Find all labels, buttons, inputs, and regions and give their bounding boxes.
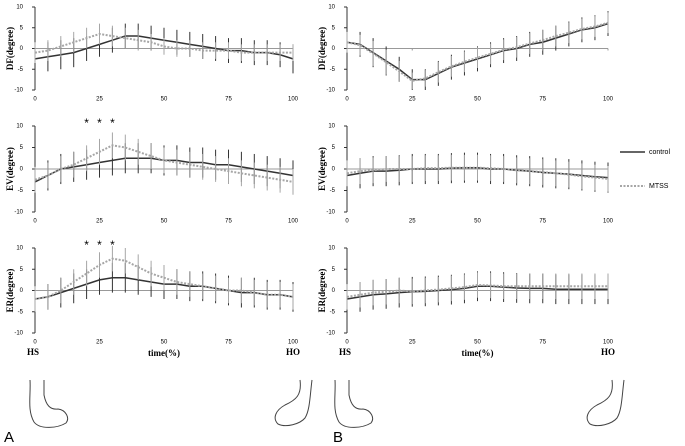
y-tick-label: -10 (326, 331, 335, 337)
x-tick-label: 100 (603, 219, 614, 225)
x-end-label: HO (601, 347, 615, 357)
significance-marker: * (97, 116, 102, 130)
x-tick-label: 100 (288, 340, 299, 346)
x-axis-label: time(%) (148, 348, 180, 358)
x-tick-label: 50 (474, 219, 481, 225)
panel-letter: B (333, 429, 343, 446)
y-tick-label: -5 (330, 67, 336, 73)
x-tick-label: 50 (474, 97, 481, 103)
y-tick-label: 0 (332, 167, 336, 173)
y-axis-label: ER(degree) (5, 269, 15, 313)
x-tick-label: 25 (96, 219, 103, 225)
x-tick-label: 0 (345, 97, 349, 103)
x-tick-label: 0 (33, 340, 37, 346)
legend-label: control (649, 149, 670, 156)
x-tick-label: 0 (345, 340, 349, 346)
y-tick-label: 10 (328, 246, 335, 252)
y-axis-label: DF(degree) (5, 27, 15, 70)
legend-label: MTSS (649, 183, 669, 190)
x-tick-label: 50 (161, 219, 168, 225)
series-line (34, 32, 293, 54)
y-tick-label: 10 (16, 5, 23, 11)
x-tick-label: 75 (225, 97, 232, 103)
x-tick-label: 50 (161, 340, 168, 346)
x-tick-label: 0 (33, 219, 37, 225)
series-line (346, 283, 608, 298)
y-tick-label: 5 (332, 25, 336, 31)
y-tick-label: -5 (330, 188, 336, 194)
x-tick-label: 25 (409, 219, 416, 225)
y-axis-label: EV(degree) (317, 147, 327, 191)
x-tick-label: 50 (161, 97, 168, 103)
y-tick-label: 10 (16, 124, 23, 130)
y-tick-label: -10 (326, 88, 335, 94)
y-tick-label: -10 (14, 331, 23, 337)
y-tick-label: -5 (18, 188, 24, 194)
x-tick-label: 75 (539, 340, 546, 346)
x-tick-label: 75 (225, 219, 232, 225)
x-tick-label: 0 (345, 219, 349, 225)
foot-icon (586, 379, 625, 427)
y-tick-label: 10 (328, 124, 335, 130)
foot-icon (334, 379, 374, 428)
significance-marker: * (110, 238, 115, 252)
y-tick-label: 0 (20, 167, 24, 173)
x-tick-label: 100 (288, 97, 299, 103)
y-tick-label: 10 (16, 246, 23, 252)
x-tick-label: 75 (539, 97, 546, 103)
y-tick-label: -5 (18, 309, 24, 315)
y-tick-label: 5 (332, 145, 336, 151)
x-tick-label: 100 (288, 219, 299, 225)
foot-icons (29, 379, 625, 428)
x-tick-label: 0 (33, 97, 37, 103)
y-axis-label: EV(degree) (5, 147, 15, 191)
y-tick-label: -10 (326, 210, 335, 216)
y-tick-label: 10 (328, 5, 335, 11)
x-tick-label: 75 (539, 219, 546, 225)
x-end-label: HS (27, 347, 39, 357)
y-tick-label: -10 (14, 88, 23, 94)
significance-marker: * (84, 238, 89, 252)
x-tick-label: 25 (96, 97, 103, 103)
x-end-label: HO (286, 347, 300, 357)
x-end-label: HS (339, 347, 351, 357)
x-tick-label: 25 (96, 340, 103, 346)
foot-icon (29, 379, 69, 428)
series-line (346, 166, 609, 180)
x-axis-label: time(%) (462, 348, 494, 358)
y-tick-label: 5 (20, 267, 24, 273)
panel-letter: A (4, 429, 14, 446)
y-tick-label: -5 (330, 309, 336, 315)
x-tick-label: 50 (474, 340, 481, 346)
x-tick-label: 75 (225, 340, 232, 346)
significance-marker: * (84, 116, 89, 130)
significance-marker: * (97, 238, 102, 252)
y-tick-label: 0 (20, 46, 24, 52)
series-line (34, 257, 294, 300)
x-tick-label: 25 (409, 340, 416, 346)
series-line (346, 21, 609, 82)
series-line (34, 144, 294, 183)
y-axis-label: DF(degree) (317, 27, 327, 70)
y-tick-label: -5 (18, 67, 24, 73)
foot-icon (274, 379, 313, 427)
x-tick-label: 100 (603, 340, 614, 346)
y-tick-label: 0 (332, 46, 336, 52)
x-tick-label: 100 (603, 97, 614, 103)
y-tick-label: 5 (20, 25, 24, 31)
y-tick-label: 5 (20, 145, 24, 151)
y-tick-label: 5 (332, 267, 336, 273)
y-tick-label: 0 (20, 288, 24, 294)
y-tick-label: 0 (332, 288, 336, 294)
y-axis-label: ER(degree) (317, 269, 327, 313)
x-tick-label: 25 (409, 97, 416, 103)
y-tick-label: -10 (14, 210, 23, 216)
significance-marker: * (110, 116, 115, 130)
